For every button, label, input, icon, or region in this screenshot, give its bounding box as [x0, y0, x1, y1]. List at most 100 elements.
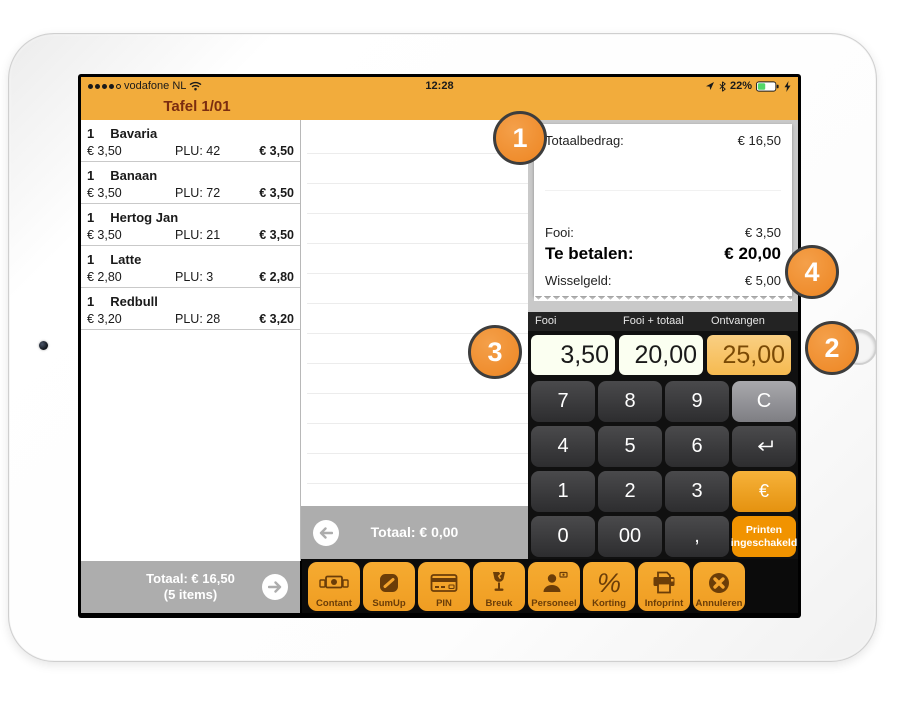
item-name: Banaan	[110, 167, 158, 183]
item-qty: 1	[87, 167, 95, 183]
wisselgeld-value: € 5,00	[744, 273, 781, 288]
back-arrow-button[interactable]	[313, 520, 339, 546]
bluetooth-icon	[719, 80, 726, 92]
tablet-frame: vodafone NL 12:28	[8, 33, 877, 662]
ontvangen-input[interactable]	[707, 335, 791, 375]
fooi-field-label: Fooi	[535, 315, 557, 327]
item-total: € 3,50	[259, 143, 294, 158]
payment-toolbar: Contant SumUp	[302, 559, 798, 613]
breuk-button[interactable]: Breuk	[473, 562, 525, 611]
key-8[interactable]: 8	[598, 381, 662, 422]
order-items-count: (5 items)	[163, 587, 218, 602]
euro-key[interactable]: €	[732, 471, 796, 512]
app-content: vodafone NL 12:28	[81, 77, 798, 615]
status-right: 22%	[705, 80, 791, 92]
print-toggle-key[interactable]: Printen ingeschakeld	[731, 516, 797, 557]
item-total: € 3,50	[259, 185, 294, 200]
backspace-key[interactable]	[732, 426, 796, 467]
item-plu: PLU: 42	[175, 143, 221, 158]
item-plu: PLU: 72	[175, 185, 221, 200]
item-plu: PLU: 28	[175, 311, 221, 326]
ontvangen-field-label: Ontvangen	[711, 315, 765, 327]
personeel-button[interactable]: Personeel	[528, 562, 580, 611]
wifi-icon	[189, 81, 202, 91]
annotation-badge-2: 2	[805, 321, 859, 375]
signal-dots-icon	[88, 83, 121, 89]
fooi-totaal-input[interactable]	[619, 335, 703, 375]
key-9[interactable]: 9	[665, 381, 729, 422]
clock-label: 12:28	[425, 80, 454, 92]
toolbar-label: Personeel	[531, 598, 577, 609]
order-row[interactable]: 1 Redbull € 3,20 PLU: 28 € 3,20	[81, 288, 300, 330]
pin-button[interactable]: PIN	[418, 562, 470, 611]
order-row[interactable]: 1 Banaan € 3,50 PLU: 72 € 3,50	[81, 162, 300, 204]
item-name: Redbull	[110, 293, 158, 309]
item-qty: 1	[87, 293, 95, 309]
status-bar: vodafone NL 12:28	[81, 77, 798, 97]
printer-icon	[651, 568, 677, 598]
key-1[interactable]: 1	[531, 471, 595, 512]
key-7[interactable]: 7	[531, 381, 595, 422]
clear-key[interactable]: C	[732, 381, 796, 422]
broken-glass-icon	[489, 568, 509, 598]
status-left: vodafone NL	[88, 80, 202, 92]
item-unit-price: € 3,50	[87, 185, 122, 200]
print-toggle-line1: Printen	[745, 523, 783, 536]
second-order-panel[interactable]	[301, 120, 528, 559]
sumup-button[interactable]: SumUp	[363, 562, 415, 611]
receipt: Totaalbedrag: € 16,50 Fooi: € 3,50 Te beta…	[534, 124, 792, 301]
battery-icon	[756, 80, 779, 92]
item-plu: PLU: 3	[175, 269, 214, 284]
backspace-icon	[758, 440, 773, 451]
korting-button[interactable]: % Korting	[583, 562, 635, 611]
top-bar: vodafone NL 12:28	[81, 77, 798, 120]
toolbar-label: Annuleren	[695, 598, 743, 609]
front-camera-icon	[39, 341, 48, 350]
item-unit-price: € 3,50	[87, 143, 122, 158]
key-3[interactable]: 3	[665, 471, 729, 512]
item-unit-price: € 2,80	[87, 269, 122, 284]
wisselgeld-label: Wisselgeld:	[545, 273, 612, 288]
second-order-total-bar: Totaal: € 0,00	[301, 506, 528, 559]
item-qty: 1	[87, 125, 95, 141]
infoprint-button[interactable]: Infoprint	[638, 562, 690, 611]
key-0[interactable]: 0	[531, 516, 595, 557]
order-list-panel: 1 Bavaria € 3,50 PLU: 42 € 3,50 1 Banaan € 3…	[81, 120, 301, 613]
annuleren-button[interactable]: Annuleren	[693, 562, 745, 611]
toolbar-label: PIN	[436, 598, 452, 609]
staff-icon	[540, 568, 568, 598]
item-total: € 2,80	[259, 269, 294, 284]
forward-arrow-button[interactable]	[262, 574, 288, 600]
field-labels-bar: Fooi Fooi + totaal Ontvangen	[528, 312, 798, 331]
order-row[interactable]: 1 Hertog Jan € 3,50 PLU: 21 € 3,50	[81, 204, 300, 246]
contant-button[interactable]: Contant	[308, 562, 360, 611]
page-title: Tafel 1/01	[163, 98, 231, 115]
key-2[interactable]: 2	[598, 471, 662, 512]
fooi-totaal-field-label: Fooi + totaal	[623, 315, 684, 327]
key-6[interactable]: 6	[665, 426, 729, 467]
order-row[interactable]: 1 Latte € 2,80 PLU: 3 € 2,80	[81, 246, 300, 288]
sumup-icon	[378, 568, 400, 598]
toolbar-label: Breuk	[485, 598, 513, 609]
comma-key[interactable]: ,	[665, 516, 729, 557]
totaalbedrag-value: € 16,50	[737, 133, 781, 148]
item-unit-price: € 3,50	[87, 227, 122, 242]
numeric-keypad: 7 8 9 C 4 5 6 1 2 3 € 0	[528, 379, 798, 559]
item-name: Latte	[110, 251, 142, 267]
item-total: € 3,50	[259, 227, 294, 242]
toolbar-label: SumUp	[372, 598, 406, 609]
key-4[interactable]: 4	[531, 426, 595, 467]
totaalbedrag-label: Totaalbedrag:	[545, 133, 624, 148]
fooi-input[interactable]	[531, 335, 615, 375]
percent-icon: %	[596, 568, 621, 598]
key-00[interactable]: 00	[598, 516, 662, 557]
te-betalen-label: Te betalen:	[545, 244, 634, 263]
key-5[interactable]: 5	[598, 426, 662, 467]
order-row[interactable]: 1 Bavaria € 3,50 PLU: 42 € 3,50	[81, 120, 300, 162]
item-qty: 1	[87, 251, 95, 267]
annotation-badge-1: 1	[493, 111, 547, 165]
te-betalen-value: € 20,00	[724, 244, 781, 263]
item-plu: PLU: 21	[175, 227, 221, 242]
item-name: Bavaria	[110, 125, 158, 141]
fooi-label: Fooi:	[545, 225, 574, 240]
